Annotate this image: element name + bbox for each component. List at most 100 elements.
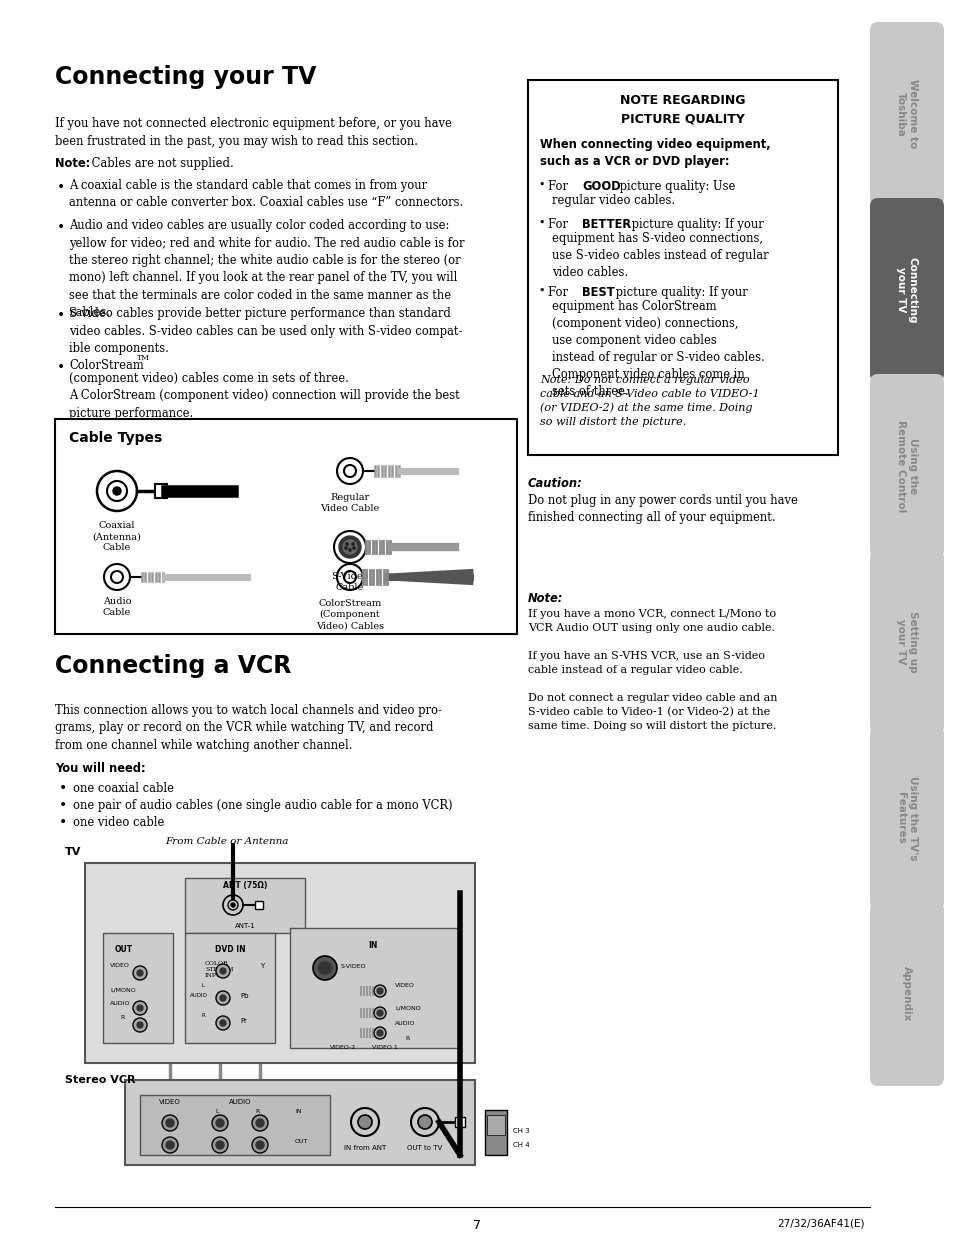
Bar [85,863,475,1063]
FancyBboxPatch shape [869,726,943,910]
Text: BETTER: BETTER [581,219,631,231]
Text: Connecting
your TV: Connecting your TV [895,257,917,324]
Text: •: • [59,816,67,830]
Circle shape [220,1020,226,1026]
Text: If you have a mono VCR, connect L/Mono to
VCR Audio OUT using only one audio cab: If you have a mono VCR, connect L/Mono t… [527,609,777,731]
Text: L: L [214,1109,218,1114]
Text: Audio
Cable: Audio Cable [103,597,132,618]
Text: Cable Types: Cable Types [69,431,162,445]
Circle shape [338,536,360,558]
Text: Audio and video cables are usually color coded according to use:
yellow for vide: Audio and video cables are usually color… [69,219,464,320]
Text: OUT to TV: OUT to TV [407,1145,442,1151]
Text: AUDIO: AUDIO [395,1021,416,1026]
Text: S-VIDEO: S-VIDEO [340,963,366,968]
Text: AUDIO: AUDIO [229,1099,251,1105]
Text: Note:: Note: [527,592,563,605]
Text: picture quality: If your: picture quality: If your [612,287,747,299]
Text: •: • [57,309,65,324]
Circle shape [345,543,348,545]
Text: PICTURE QUALITY: PICTURE QUALITY [620,112,744,125]
Text: Connecting a VCR: Connecting a VCR [55,655,291,678]
Circle shape [212,1115,228,1131]
Text: Pr: Pr [240,1018,247,1024]
Text: Note: Do not connect a regular video
cable and an S-Video cable to VIDEO-1
(or V: Note: Do not connect a regular video cab… [539,375,759,426]
Text: •: • [57,361,65,375]
Text: R: R [405,1036,409,1041]
Circle shape [255,1119,264,1128]
Text: S-Video
Cable: S-Video Cable [331,572,369,592]
FancyBboxPatch shape [869,902,943,1086]
Text: For: For [547,287,571,299]
Circle shape [112,487,121,495]
Bar [185,878,305,932]
Text: BEST: BEST [581,287,614,299]
Circle shape [137,969,143,976]
Text: •: • [537,219,544,228]
Circle shape [212,1137,228,1153]
Text: From Cable or Antenna: From Cable or Antenna [165,837,288,846]
FancyBboxPatch shape [869,22,943,206]
Bar [486,1115,504,1135]
Circle shape [215,1119,224,1128]
Circle shape [317,961,332,974]
Text: VIDEO: VIDEO [395,983,415,988]
Text: L/MONO: L/MONO [395,1007,420,1011]
Text: ANT-1: ANT-1 [234,923,255,929]
Bar [484,1110,506,1155]
Bar [140,1095,330,1155]
Circle shape [376,1030,382,1036]
FancyBboxPatch shape [869,198,943,382]
Text: GOOD: GOOD [581,180,620,193]
Text: A coaxial cable is the standard cable that comes in from your
antenna or cable c: A coaxial cable is the standard cable th… [69,179,463,210]
Circle shape [215,965,230,978]
Circle shape [252,1137,268,1153]
Bar [55,419,517,634]
Text: •: • [57,221,65,235]
Circle shape [215,990,230,1005]
Text: IN from ANT: IN from ANT [343,1145,386,1151]
Text: 27/32/36AF41(E): 27/32/36AF41(E) [777,1219,864,1229]
Bar [254,902,263,909]
Text: IN: IN [368,941,377,950]
Text: Setting up
your TV: Setting up your TV [895,611,917,673]
Text: regular video cables.: regular video cables. [552,194,675,207]
Text: DVD IN: DVD IN [214,945,245,953]
Text: For: For [547,219,571,231]
Text: If you have not connected electronic equipment before, or you have
been frustrat: If you have not connected electronic equ… [55,117,452,147]
Circle shape [132,1002,147,1015]
Text: ColorStream
(Component
Video) Cables: ColorStream (Component Video) Cables [315,599,384,630]
Text: L/MONO: L/MONO [110,988,135,993]
Circle shape [220,968,226,974]
Text: Pb: Pb [240,993,248,999]
Text: •: • [59,782,67,797]
Circle shape [231,903,234,906]
Text: Welcome to
Toshiba: Welcome to Toshiba [895,79,917,148]
Bar [527,80,837,454]
Text: equipment has ColorStream
(component video) connections,
use component video cab: equipment has ColorStream (component vid… [552,300,764,398]
Text: one coaxial cable: one coaxial cable [73,782,173,795]
Text: IN: IN [294,1109,301,1114]
Text: TV: TV [65,847,81,857]
Circle shape [132,1018,147,1032]
Text: Regular
Video Cable: Regular Video Cable [320,493,379,513]
Bar [455,1116,464,1128]
Bar [290,927,459,1049]
FancyBboxPatch shape [869,550,943,734]
Circle shape [374,986,386,997]
Text: •: • [537,180,544,190]
Text: VIDEO: VIDEO [159,1099,181,1105]
Text: •: • [537,287,544,296]
Text: TM: TM [137,354,150,362]
Bar [103,932,172,1044]
Text: R: R [254,1109,259,1114]
Text: picture quality: If your: picture quality: If your [627,219,763,231]
FancyBboxPatch shape [869,374,943,558]
Circle shape [252,1115,268,1131]
Text: •: • [59,799,67,813]
Text: CH 4: CH 4 [513,1142,529,1149]
Text: Appendix: Appendix [901,966,911,1021]
Text: one pair of audio cables (one single audio cable for a mono VCR): one pair of audio cables (one single aud… [73,799,452,811]
Circle shape [417,1115,432,1129]
Circle shape [255,1141,264,1149]
Text: VIDEO: VIDEO [110,963,130,968]
